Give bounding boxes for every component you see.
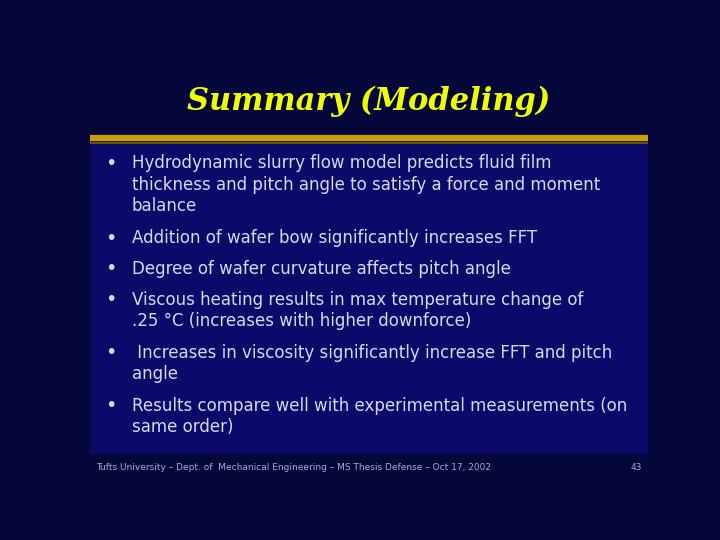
- Text: Degree of wafer curvature affects pitch angle: Degree of wafer curvature affects pitch …: [132, 260, 510, 278]
- Text: •: •: [106, 259, 117, 279]
- Text: Increases in viscosity significantly increase FFT and pitch
angle: Increases in viscosity significantly inc…: [132, 344, 612, 383]
- Text: Viscous heating results in max temperature change of
.25 °C (increases with high: Viscous heating results in max temperatu…: [132, 291, 583, 330]
- Text: •: •: [106, 343, 117, 362]
- Text: Tufts University – Dept. of  Mechanical Engineering – MS Thesis Defense – Oct 17: Tufts University – Dept. of Mechanical E…: [96, 463, 490, 471]
- Text: Hydrodynamic slurry flow model predicts fluid film
thickness and pitch angle to : Hydrodynamic slurry flow model predicts …: [132, 154, 600, 215]
- Bar: [90, 454, 648, 481]
- Text: •: •: [106, 290, 117, 309]
- Text: Summary (Modeling): Summary (Modeling): [187, 85, 551, 117]
- Text: •: •: [106, 228, 117, 247]
- Bar: [90, 138, 648, 454]
- Bar: [90, 65, 648, 138]
- Text: 43: 43: [631, 463, 642, 471]
- Text: Addition of wafer bow significantly increases FFT: Addition of wafer bow significantly incr…: [132, 229, 537, 247]
- Text: Results compare well with experimental measurements (on
same order): Results compare well with experimental m…: [132, 397, 627, 436]
- Text: •: •: [106, 154, 117, 173]
- Text: •: •: [106, 396, 117, 415]
